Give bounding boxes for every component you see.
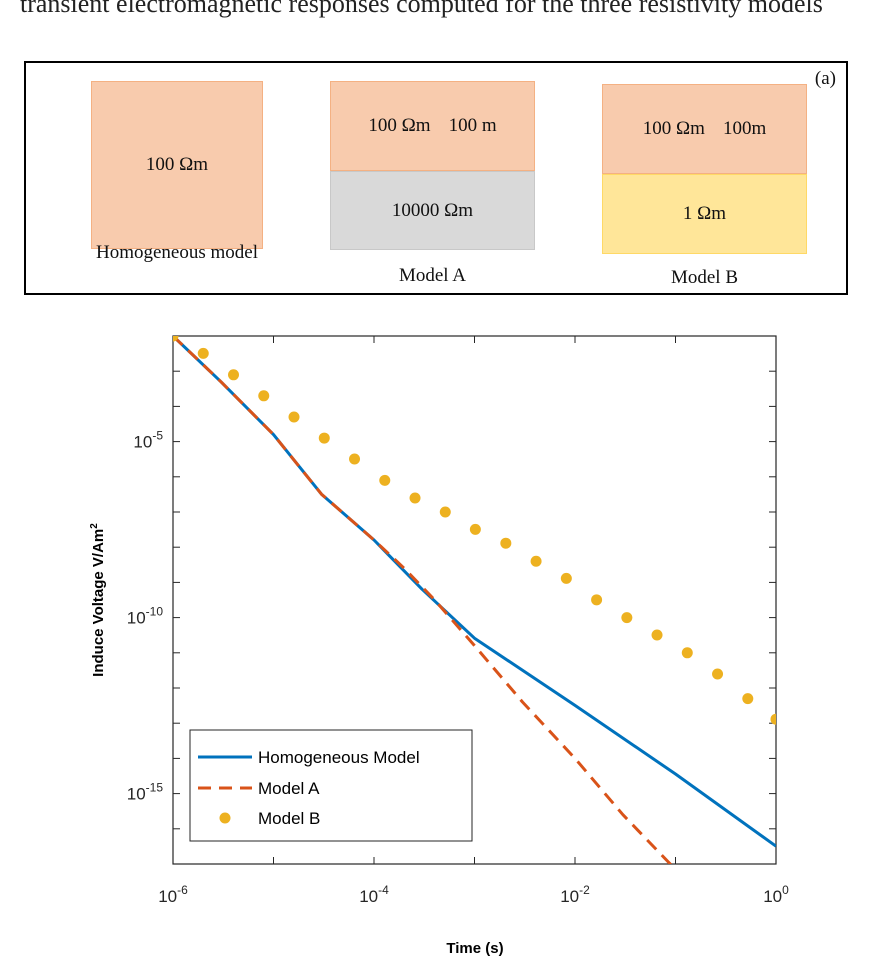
homogeneous-model-line <box>173 336 776 848</box>
x-tick-label-base: 10 <box>560 887 579 906</box>
model-b-point <box>349 453 361 465</box>
y-tick-label-exponent: -10 <box>146 605 164 619</box>
y-tick-label-exponent: -15 <box>146 781 164 795</box>
model-a-layer-1: 100 Ωm 100 m <box>330 81 535 171</box>
x-tick-label-exponent: -6 <box>177 883 188 897</box>
model-b-point <box>173 336 179 342</box>
model-b-point <box>197 347 209 359</box>
model-b-layer-2-resistivity: 1 Ωm <box>682 203 727 224</box>
x-tick-labels: 10-6 10-4 10-2 100 <box>158 883 789 906</box>
x-axis-label: Time (s) <box>446 940 503 957</box>
homogeneous-model-label: Homogeneous model <box>95 242 258 263</box>
x-tick-label-exponent: 0 <box>782 883 789 897</box>
model-b-point <box>288 411 300 423</box>
y-tick-label-base: 10 <box>127 785 146 804</box>
model-b-layer-1-resistivity: 100 Ωm <box>642 118 705 139</box>
panel-label: (a) <box>814 68 836 89</box>
model-b-point <box>560 572 572 584</box>
model-b-point <box>379 474 391 486</box>
x-tick-label: 100 <box>763 883 789 906</box>
x-tick-label: 10-4 <box>359 883 389 906</box>
model-b-point <box>500 537 512 549</box>
x-tick-label-base: 10 <box>359 887 378 906</box>
model-b-point <box>318 432 330 444</box>
model-a-layer-2: 10000 Ωm <box>330 171 535 250</box>
legend-label-homogeneous-model: Homogeneous Model <box>258 748 420 767</box>
cropped-caption-text: transient electromagnetic responses comp… <box>20 0 823 18</box>
model-b-layer-1: 100 Ωm 100m <box>602 84 807 174</box>
model-a-line <box>173 336 673 864</box>
model-b-point <box>742 693 754 705</box>
model-b-point <box>409 492 421 504</box>
model-b-point <box>681 647 693 659</box>
legend-label-model-b: Model B <box>258 809 320 828</box>
model-a-layer-1-thickness: 100 m <box>448 115 497 136</box>
model-b-point <box>530 555 542 567</box>
model-b-point <box>770 713 776 725</box>
y-tick-label: 10-5 <box>133 429 163 452</box>
y-tick-label: 10-15 <box>127 781 164 804</box>
homogeneous-layer-1: 100 Ωm <box>91 81 263 249</box>
model-b-label: Model B <box>670 267 739 288</box>
cropped-caption-line: transient electromagnetic responses comp… <box>20 0 860 20</box>
y-tick-label: 10-10 <box>127 605 164 628</box>
y-tick-label-base: 10 <box>127 609 146 628</box>
model-b-point <box>621 612 633 624</box>
legend-label-model-a: Model A <box>258 779 320 798</box>
legend-marker-model-b <box>219 812 231 824</box>
x-tick-label-base: 10 <box>763 887 782 906</box>
model-a-layer-1-resistivity: 100 Ωm <box>368 115 431 136</box>
y-axis-label: Induce Voltage V/Am2 <box>89 523 107 677</box>
model-b-point <box>439 506 451 518</box>
model-a-label: Model A <box>398 265 467 286</box>
y-tick-label-exponent: -5 <box>152 429 163 443</box>
x-tick-label-exponent: -4 <box>378 883 389 897</box>
x-tick-label-exponent: -2 <box>579 883 590 897</box>
x-tick-label: 10-6 <box>158 883 188 906</box>
x-tick-label: 10-2 <box>560 883 590 906</box>
homogeneous-layer-1-resistivity: 100 Ωm <box>145 154 209 175</box>
model-b-point <box>591 594 603 606</box>
model-b-point <box>258 390 270 402</box>
models-panel: (a) 100 Ωm Homogeneous model 100 Ωm 100 m… <box>24 61 848 295</box>
model-b-layer-2: 1 Ωm <box>602 174 807 254</box>
model-a-layer-2-resistivity: 10000 Ωm <box>391 199 474 221</box>
axis-ticks <box>172 335 777 865</box>
model-b-point <box>469 523 481 535</box>
y-axis-label-superscript: 2 <box>89 523 100 529</box>
legend-box <box>189 729 473 842</box>
legend: Homogeneous Model Model A Model B <box>189 729 473 842</box>
y-axis-label-text: Induce Voltage V/Am <box>90 529 107 677</box>
series-layer <box>173 336 776 864</box>
model-b-point <box>651 629 663 641</box>
y-tick-label-base: 10 <box>133 433 152 452</box>
model-b-layer-1-thickness: 100m <box>722 118 767 139</box>
x-tick-label-base: 10 <box>158 887 177 906</box>
model-b-point <box>228 369 240 381</box>
model-b-point <box>712 668 724 680</box>
